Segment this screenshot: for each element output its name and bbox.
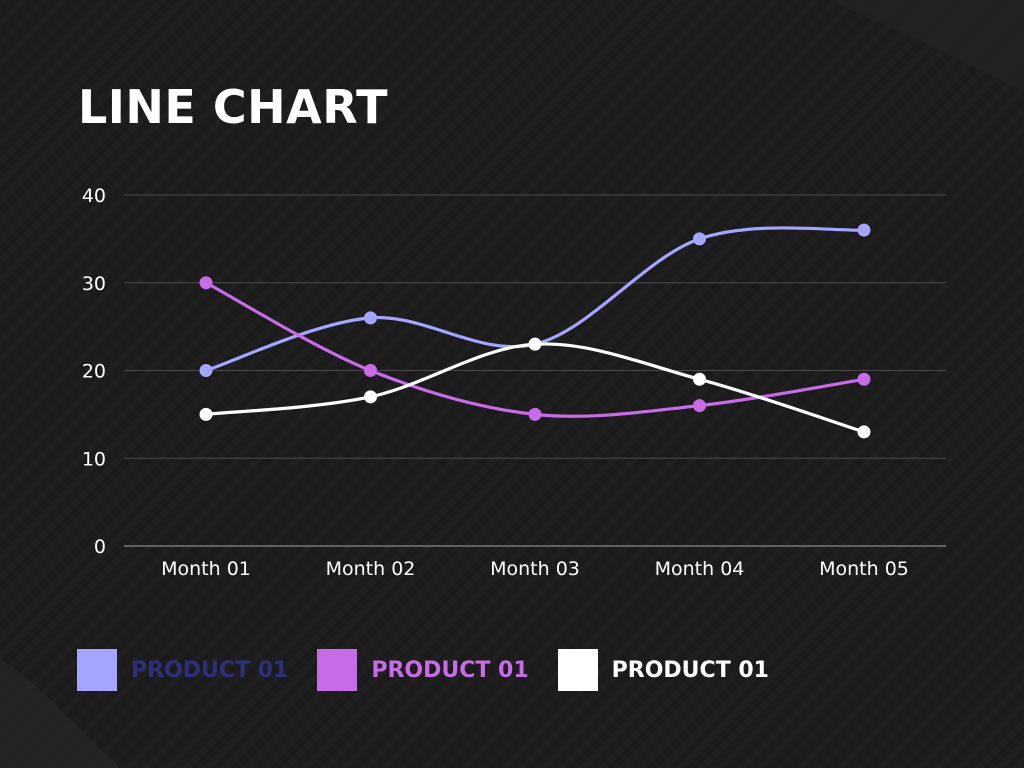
y-tick-label: 10 [82,448,106,470]
data-point-series-2-2 [364,364,377,377]
y-tick-label: 40 [82,185,106,207]
x-tick-label: Month 03 [490,558,580,580]
data-point-series-1-4 [693,232,706,246]
y-tick-label: 20 [82,361,106,383]
data-point-series-1-2 [364,311,377,325]
chart-title: LINE CHART [78,80,388,134]
legend-item-series-2: PRODUCT 01 [317,649,529,691]
legend: PRODUCT 01 PRODUCT 01 PRODUCT 01 [77,648,798,692]
data-point-series-3-5 [857,425,871,439]
data-point-series-2-5 [857,372,871,386]
legend-swatch-series-1 [77,649,117,691]
data-point-series-2-3 [528,407,542,421]
y-tick-label: 0 [94,536,106,558]
x-tick-label: Month 01 [161,558,251,580]
legend-item-series-3: PRODUCT 01 [557,649,769,691]
data-point-series-1-1 [199,364,213,377]
legend-swatch-series-3 [557,649,598,691]
x-tick-label: Month 02 [326,558,416,580]
y-tick-label: 30 [82,273,106,295]
data-point-series-2-1 [199,276,213,290]
x-tick-label: Month 04 [655,558,745,580]
legend-label-series-3: PRODUCT 01 [611,657,769,683]
legend-item-series-1: PRODUCT 01 [77,649,288,691]
legend-label-series-1: PRODUCT 01 [131,657,289,683]
legend-label-series-2: PRODUCT 01 [371,657,529,683]
data-point-series-3-3 [528,337,542,351]
data-point-series-2-4 [693,399,706,413]
data-point-series-3-4 [693,372,706,386]
data-point-series-1-5 [857,223,871,237]
data-point-series-3-1 [199,407,213,421]
x-tick-label: Month 05 [819,558,909,580]
legend-swatch-series-2 [317,649,358,691]
data-point-series-3-2 [364,390,377,404]
